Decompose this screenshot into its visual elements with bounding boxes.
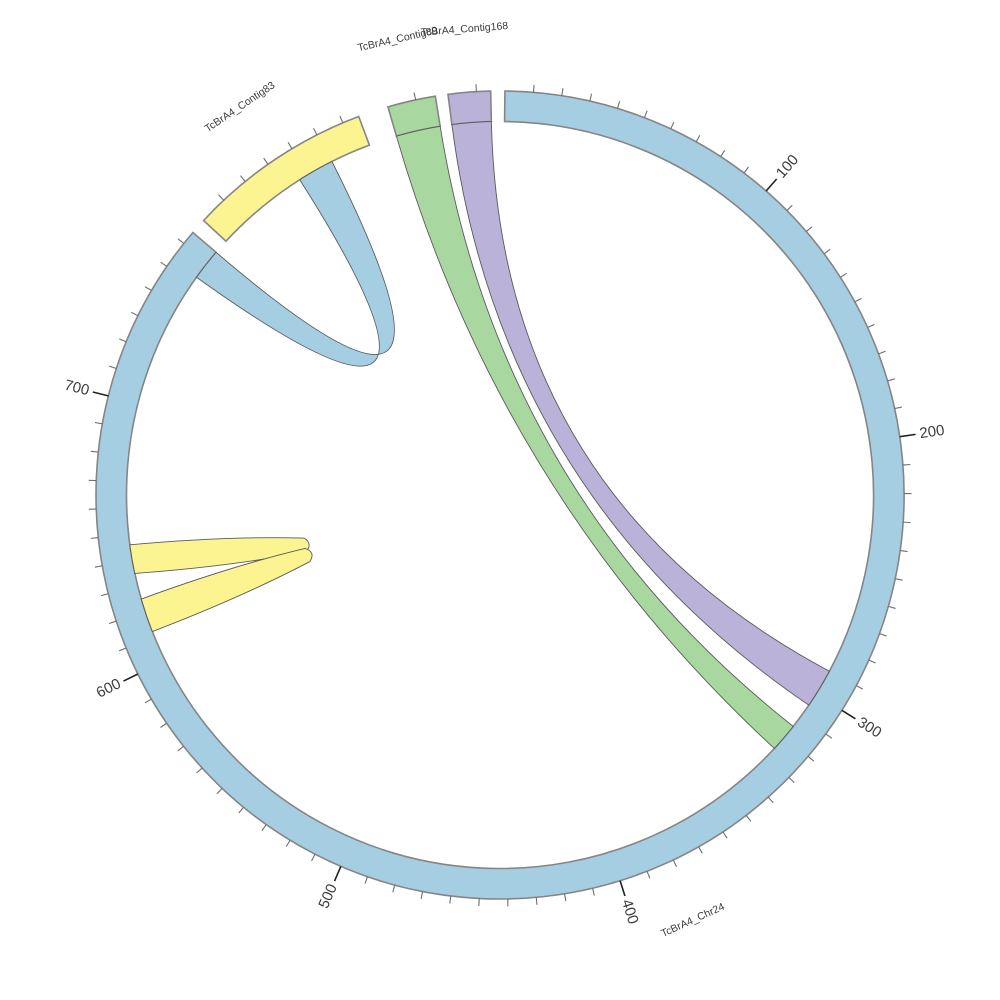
sector-arc-contig168 [447,90,493,126]
minor-tick-contig83-30 [263,157,269,165]
minor-tick-chr24-360 [722,831,728,839]
tick-label-300: 300 [854,714,884,742]
minor-tick-chr24-420 [564,893,567,902]
major-tick-chr24-200 [899,433,916,438]
minor-tick-chr24-340 [767,796,774,804]
minor-tick-contig83-10 [218,194,225,201]
minor-tick-chr24-70 [695,135,701,143]
minor-tick-chr24-620 [108,620,117,625]
minor-tick-chr24-730 [131,311,139,317]
minor-tick-chr24-560 [196,767,203,774]
minor-tick-chr24-490 [364,876,368,884]
tick-label-400: 400 [618,897,642,926]
sector-label-contig83: TcBrA4_Contig83 [203,79,278,135]
minor-tick-chr24-280 [868,659,876,664]
sector-label-chr24: TcBrA4_Chr24 [659,901,726,940]
major-tick-chr24-500 [333,866,342,882]
minor-tick-chr24-20 [561,88,564,96]
major-tick-chr24-100 [765,178,778,192]
minor-tick-chr24-210 [902,463,911,466]
major-tick-chr24-600 [123,673,139,682]
ribbon-chr24-hairpin-a [129,537,310,574]
minor-tick-chr24-350 [745,814,752,822]
minor-tick-chr24-530 [261,824,267,831]
minor-tick-chr24-150 [854,297,862,303]
minor-tick-chr24-290 [855,685,864,690]
minor-tick-chr24-240 [900,549,908,553]
minor-tick-chr24-720 [119,338,127,343]
minor-tick-chr24-50 [643,110,648,118]
minor-tick-chr24-690 [94,421,103,425]
minor-tick-chr24-10 [532,84,535,93]
minor-tick-chr24-540 [238,806,244,814]
minor-tick-chr24-40 [616,101,621,109]
minor-tick-chr24-30 [589,93,593,102]
minor-tick-chr24-710 [109,365,117,370]
minor-tick-chr24-80 [720,149,726,157]
minor-tick-contig89-10 [413,92,417,101]
minor-tick-chr24-580 [160,722,167,728]
minor-tick-chr24-430 [535,897,538,905]
minor-tick-chr24-180 [887,378,895,382]
minor-tick-chr24-520 [285,839,291,847]
minor-tick-chr24-650 [90,537,99,539]
major-tick-chr24-300 [841,709,856,720]
minor-tick-chr24-260 [888,605,896,609]
major-tick-chr24-400 [619,880,626,897]
minor-tick-chr24-390 [646,871,651,879]
minor-tick-chr24-170 [878,350,886,355]
minor-tick-chr24-60 [670,121,675,130]
minor-tick-chr24-550 [216,787,223,795]
sector-label-contig168: TcBrA4_Contig168 [420,20,508,39]
ribbon-contig83-to-chr24-end [195,160,395,367]
minor-tick-chr24-130 [823,248,831,255]
minor-tick-chr24-470 [420,891,424,899]
minor-tick-chr24-230 [903,521,911,524]
minor-tick-chr24-160 [867,323,875,328]
minor-tick-chr24-250 [895,578,903,581]
ribbon-contig89-to-chr24 [395,125,794,750]
tick-label-600: 600 [94,675,124,701]
sector-arc-chr24 [95,90,905,900]
tick-label-700: 700 [63,377,91,400]
minor-tick-chr24-370 [698,846,703,854]
minor-tick-chr24-320 [807,755,815,762]
minor-tick-chr24-410 [592,888,595,896]
minor-tick-contig83-60 [339,115,344,124]
minor-tick-contig83-50 [313,127,318,136]
minor-tick-chr24-760 [177,238,185,244]
minor-tick-chr24-640 [94,565,103,568]
minor-tick-chr24-610 [118,647,127,652]
tick-label-100: 100 [773,152,802,182]
major-tick-chr24-700 [92,391,109,397]
minor-tick-chr24-110 [786,204,793,211]
minor-tick-chr24-570 [177,745,184,752]
tick-label-500: 500 [315,881,340,911]
ribbon-chr24-hairpin-b [140,547,313,633]
tick-label-200: 200 [918,422,945,442]
minor-tick-chr24-740 [144,286,152,292]
minor-tick-chr24-90 [743,166,749,174]
minor-tick-chr24-460 [449,895,452,904]
minor-tick-contig83-20 [240,175,246,182]
minor-tick-chr24-680 [90,450,99,453]
minor-tick-chr24-270 [879,632,887,637]
minor-tick-chr24-380 [672,859,678,867]
minor-tick-chr24-510 [311,853,316,862]
sector-arc-contig83 [202,115,371,243]
minor-tick-chr24-140 [840,272,847,278]
minor-tick-contig83-40 [287,141,293,149]
minor-tick-chr24-750 [160,261,168,267]
minor-tick-chr24-120 [805,226,813,232]
minor-tick-chr24-590 [144,698,152,704]
minor-tick-chr24-480 [392,884,396,893]
minor-tick-chr24-190 [894,406,903,410]
minor-tick-chr24-630 [100,593,109,597]
ribbon-contig168-to-chr24 [451,121,830,706]
minor-tick-chr24-310 [825,733,833,739]
minor-tick-chr24-330 [788,777,795,784]
